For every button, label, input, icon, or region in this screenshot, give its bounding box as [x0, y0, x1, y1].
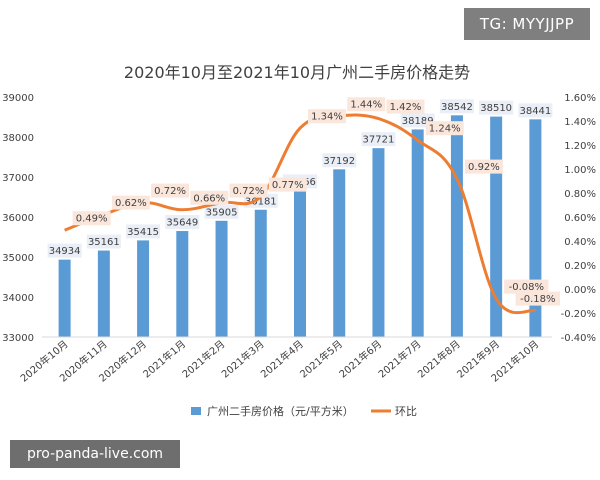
bar-value-label: 35905: [206, 207, 238, 218]
line-value-label: 0.72%: [154, 186, 186, 197]
line-value-label: 0.92%: [468, 162, 500, 173]
bar-label-bg: [86, 234, 121, 249]
line-value-label: 0.66%: [193, 193, 225, 204]
bar: [411, 129, 424, 337]
y-right-tick-label: 1.20%: [564, 141, 596, 152]
line-label-bg: [308, 109, 346, 124]
bar-label-bg: [439, 99, 474, 114]
bar-value-label: 37721: [363, 135, 395, 146]
x-axis: 2020年10月2020年11月2020年12月2021年1月2021年2月20…: [18, 336, 552, 385]
y-left-tick-label: 33000: [2, 333, 34, 344]
bar-value-label: 34934: [49, 246, 81, 257]
line-label-bg: [72, 211, 111, 226]
bar-value-label: 35161: [88, 237, 120, 248]
line-label-bg: [229, 183, 268, 198]
y-right-tick-label: 0.00%: [564, 285, 596, 296]
x-tick-label: 2021年6月: [336, 337, 384, 380]
y-right-tick-label: 0.60%: [564, 213, 596, 224]
bar-value-label: 35415: [127, 227, 159, 238]
watermark-bottom: pro-panda-live.com: [10, 440, 180, 468]
bar-label-bg: [518, 103, 553, 118]
y-left-tick-label: 36000: [2, 213, 34, 224]
line-value-label: -0.18%: [520, 294, 555, 305]
line-value-label: 0.77%: [272, 180, 304, 191]
line-label-bg: [111, 195, 150, 210]
bar: [254, 209, 267, 337]
line-value-label: 1.24%: [429, 124, 461, 135]
y-right-tick-label: 1.00%: [564, 165, 596, 176]
line-label-bg: [151, 183, 190, 198]
bar-label-bg: [47, 243, 82, 258]
bar-value-label: 37192: [323, 156, 355, 167]
bar: [372, 148, 385, 337]
y-left-tick-label: 34000: [2, 293, 34, 304]
x-tick-label: 2021年1月: [140, 337, 188, 380]
bar: [450, 115, 463, 337]
y-right-tick-label: 1.60%: [564, 93, 596, 104]
x-tick-label: 2021年4月: [258, 337, 306, 380]
line-label-bg: [425, 121, 464, 136]
line-series: 0.49% 0.62% 0.72% 0.66% 0.72% 0.77% 1.34% 1.44%…: [64, 97, 560, 315]
bar: [215, 220, 228, 337]
y-right-tick-label: 0.80%: [564, 189, 596, 200]
bar-value-label: 38542: [441, 102, 473, 113]
y-right-tick-label: -0.40%: [561, 333, 596, 344]
bar: [137, 240, 150, 337]
legend-label-price: 广州二手房价格（元/平方米）: [207, 404, 354, 418]
x-tick-label: 2021年5月: [297, 337, 345, 380]
y-right-tick-label: 0.20%: [564, 261, 596, 272]
line-label-bg: [386, 99, 425, 114]
legend: 广州二手房价格（元/平方米） 环比: [191, 404, 417, 418]
x-tick-label: 2021年3月: [219, 337, 267, 380]
line-value-label: 0.49%: [76, 214, 108, 225]
y-right-tick-label: -0.20%: [561, 309, 596, 320]
right-axis: -0.40% -0.20% 0.00% 0.20% 0.40% 0.60% 0.80% 1.0…: [561, 93, 596, 344]
bar-value-label: 38189: [402, 116, 434, 127]
bar-label-bg: [361, 132, 396, 147]
line-value-label: 1.42%: [390, 102, 422, 113]
bar-series: 3493435161354153564935905361813666637192…: [47, 99, 553, 337]
line-value-label: -0.08%: [509, 282, 544, 293]
bar-label-bg: [126, 224, 161, 239]
line-label-bg: [190, 190, 229, 205]
bar-value-label: 38441: [519, 106, 551, 117]
line-label-bg: [347, 97, 386, 112]
line-label-bg: [464, 159, 503, 174]
x-tick-label: 2021年7月: [376, 337, 424, 380]
y-right-tick-label: 0.40%: [564, 237, 596, 248]
bar: [294, 190, 306, 337]
y-left-tick-label: 39000: [2, 93, 34, 104]
bar: [58, 259, 71, 337]
bar-label-bg: [165, 215, 200, 230]
y-left-tick-label: 37000: [2, 173, 34, 184]
bar-value-label: 38510: [480, 103, 512, 114]
y-right-tick-label: 1.40%: [564, 117, 596, 128]
x-tick-label: 2021年2月: [179, 337, 227, 380]
left-axis: 33000 34000 35000 36000 37000 38000 39000: [2, 93, 34, 344]
line-value-label: 0.62%: [115, 198, 147, 209]
legend-swatch-price: [191, 407, 201, 415]
line-label-bg: [268, 177, 307, 192]
legend-label-mom: 环比: [395, 405, 417, 418]
bar: [333, 169, 346, 337]
bar-value-label: 36181: [245, 196, 277, 207]
bar-label-bg: [204, 204, 239, 219]
line-label-bg: [515, 291, 560, 306]
watermark-top: TG: MYYJJPP: [464, 8, 590, 40]
bar-label-bg: [322, 153, 357, 168]
bar: [97, 250, 110, 337]
line-value-label: 0.72%: [233, 186, 265, 197]
y-left-tick-label: 38000: [2, 133, 34, 144]
bar-value-label: 35649: [166, 218, 198, 229]
chart-title: 2020年10月至2021年10月广州二手房价格走势: [124, 63, 470, 82]
y-left-tick-label: 35000: [2, 253, 34, 264]
line-value-label: 1.44%: [350, 100, 382, 111]
bar: [176, 231, 189, 337]
bar-label-bg: [479, 100, 514, 115]
line-label-bg: [504, 279, 549, 294]
line-value-label: 1.34%: [311, 112, 343, 123]
